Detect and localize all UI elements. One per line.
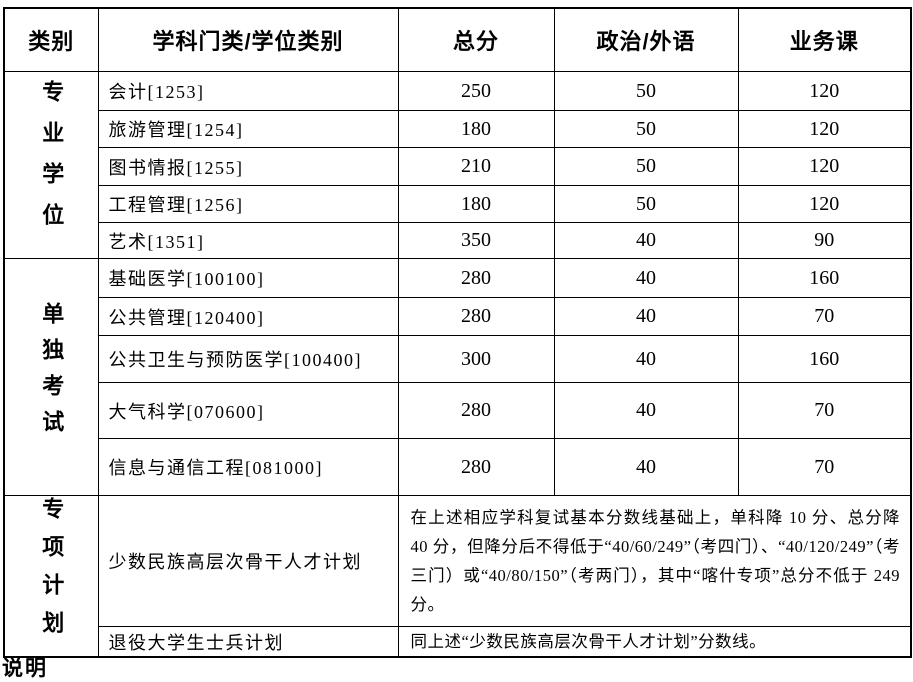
note-cell: 同上述“少数民族高层次骨干人才计划”分数线。 — [397, 626, 912, 658]
table-row: 大气科学[070600] 280 40 70 — [4, 382, 912, 439]
table-row: 工程管理[1256] 180 50 120 — [4, 185, 912, 223]
total-score-cell: 350 — [397, 222, 555, 259]
total-score-cell: 280 — [397, 438, 555, 496]
politics-score-cell: 40 — [553, 438, 739, 496]
header-course: 业务课 — [737, 7, 912, 72]
table-row: 旅游管理[1254] 180 50 120 — [4, 110, 912, 148]
politics-score-cell: 50 — [553, 110, 739, 148]
subject-cell: 少数民族高层次骨干人才计划 — [97, 494, 399, 628]
politics-score-cell: 40 — [553, 335, 739, 383]
table-row: 公共卫生与预防医学[100400] 300 40 160 — [4, 335, 912, 383]
group-label-special-plan: 专项计划 — [3, 495, 99, 658]
politics-score-cell: 50 — [553, 147, 739, 186]
table-row: 退役大学生士兵计划 同上述“少数民族高层次骨干人才计划”分数线。 — [4, 626, 912, 658]
table-row: 公共管理[120400] 280 40 70 — [4, 297, 912, 336]
table-row: 艺术[1351] 350 40 90 — [4, 222, 912, 259]
subject-cell: 大气科学[070600] — [97, 382, 399, 439]
header-politics-foreign: 政治/外语 — [553, 7, 739, 72]
total-score-cell: 280 — [397, 297, 555, 336]
politics-score-cell: 40 — [553, 258, 739, 298]
subject-cell: 基础医学[100100] — [97, 258, 399, 298]
cutoff-footer-text: 说明 — [2, 657, 48, 680]
group-label-text: 专业学位 — [39, 80, 65, 244]
total-score-cell: 280 — [397, 258, 555, 298]
politics-score-cell: 40 — [553, 222, 739, 259]
course-score-cell: 120 — [737, 185, 912, 223]
note-cell: 在上述相应学科复试基本分数线基础上，单科降 10 分、总分降 40 分，但降分后… — [397, 494, 912, 628]
header-discipline: 学科门类/学位类别 — [97, 7, 399, 72]
course-score-cell: 120 — [737, 71, 912, 111]
subject-cell: 图书情报[1255] — [97, 147, 399, 186]
total-score-cell: 300 — [397, 335, 555, 383]
header-total-score: 总分 — [397, 7, 555, 72]
course-score-cell: 160 — [737, 258, 912, 298]
subject-cell: 旅游管理[1254] — [97, 110, 399, 148]
table-row: 单独考试 基础医学[100100] 280 40 160 — [3, 258, 912, 496]
course-score-cell: 120 — [737, 110, 912, 148]
politics-score-cell: 50 — [553, 71, 739, 111]
course-score-cell: 90 — [737, 222, 912, 259]
subject-cell: 艺术[1351] — [97, 222, 399, 259]
subject-cell: 工程管理[1256] — [97, 185, 399, 223]
header-row: 类别 学科门类/学位类别 总分 政治/外语 业务课 — [3, 7, 912, 72]
group-label-text: 专项计划 — [39, 497, 65, 649]
politics-score-cell: 40 — [553, 297, 739, 336]
group-label-separate-exam: 单独考试 — [3, 258, 99, 496]
politics-score-cell: 50 — [553, 185, 739, 223]
group-label-professional-degree: 专业学位 — [3, 71, 99, 259]
table-row: 图书情报[1255] 210 50 120 — [4, 147, 912, 186]
table-row: 信息与通信工程[081000] 280 40 70 — [4, 438, 912, 496]
subject-cell: 公共管理[120400] — [97, 297, 399, 336]
course-score-cell: 120 — [737, 147, 912, 186]
course-score-cell: 160 — [737, 335, 912, 383]
subject-cell: 信息与通信工程[081000] — [97, 438, 399, 496]
course-score-cell: 70 — [737, 382, 912, 439]
table-row: 专项计划 少数民族高层次骨干人才计划 在上述相应学科复试基本分数线基础上，单科降… — [3, 494, 912, 658]
total-score-cell: 250 — [397, 71, 555, 111]
course-score-cell: 70 — [737, 438, 912, 496]
header-category: 类别 — [3, 7, 99, 72]
total-score-cell: 280 — [397, 382, 555, 439]
table-row: 专业学位 会计[1253] 250 50 120 — [3, 71, 912, 259]
course-score-cell: 70 — [737, 297, 912, 336]
group-label-text: 单独考试 — [39, 302, 65, 446]
subject-cell: 公共卫生与预防医学[100400] — [97, 335, 399, 383]
scoreline-table: 类别 学科门类/学位类别 总分 政治/外语 业务课 专业学位 会计[1253] … — [3, 7, 912, 658]
page: { "colors": { "background": "#ffffff", "… — [2, 7, 912, 680]
total-score-cell: 180 — [397, 185, 555, 223]
total-score-cell: 210 — [397, 147, 555, 186]
subject-cell: 会计[1253] — [97, 71, 399, 111]
total-score-cell: 180 — [397, 110, 555, 148]
subject-cell: 退役大学生士兵计划 — [97, 626, 399, 658]
politics-score-cell: 40 — [553, 382, 739, 439]
